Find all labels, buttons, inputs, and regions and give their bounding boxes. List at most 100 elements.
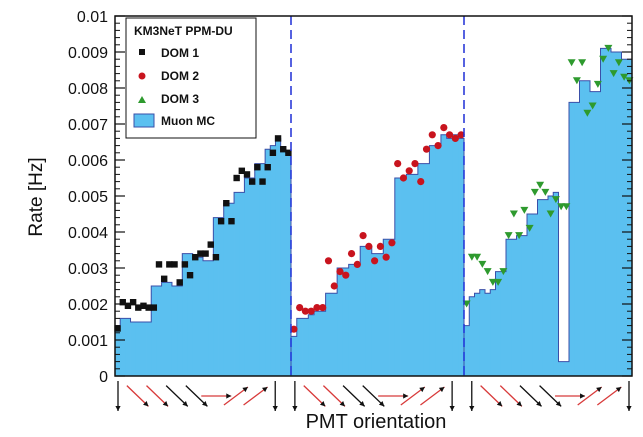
mc-bar: [417, 163, 425, 376]
arrow-head: [419, 387, 425, 393]
dom2-point: [434, 142, 442, 150]
mc-bar: [574, 102, 580, 377]
arrow-head: [272, 406, 278, 411]
mc-bar: [182, 253, 188, 376]
mc-bar: [348, 264, 355, 376]
arrow-shaft: [519, 385, 542, 407]
arrow-head: [226, 393, 232, 399]
mc-bar: [146, 322, 152, 376]
orientation-arrow: [272, 381, 278, 411]
mc-bar: [125, 318, 131, 376]
dom1-point: [145, 304, 152, 311]
mc-bar: [156, 286, 162, 376]
arrow-shaft: [223, 386, 249, 406]
dom1-point: [186, 272, 194, 279]
mc-bar: [171, 286, 178, 376]
mc-bar: [342, 268, 350, 376]
mc-bar: [506, 239, 512, 376]
dom1-point: [223, 200, 230, 207]
dom1-point: [171, 261, 178, 268]
mc-bar: [595, 91, 601, 376]
mc-bar: [563, 361, 570, 376]
dom2-point: [376, 242, 384, 250]
mc-bar: [611, 52, 617, 376]
plot-area: [114, 16, 634, 377]
arrow-shaft: [420, 386, 445, 406]
y-tick-label: 0: [99, 369, 108, 386]
mc-bar: [192, 257, 199, 376]
dom2-point: [342, 271, 350, 279]
mc-bar: [616, 52, 622, 376]
mc-bar: [516, 235, 523, 376]
dom1-point: [238, 167, 246, 174]
arrow-head: [292, 406, 298, 411]
dom2-point: [451, 134, 459, 142]
arrow-head: [438, 387, 445, 393]
dom3-point: [478, 260, 487, 268]
mc-bar: [490, 289, 496, 376]
mc-bar: [151, 286, 157, 376]
dom3-point: [614, 59, 623, 67]
orientation-arrow: [146, 385, 169, 407]
legend-title: KM3NeT PPM-DU: [134, 24, 233, 38]
mc-bar: [412, 174, 419, 376]
arrow-head: [469, 406, 475, 411]
dom2-point: [319, 304, 327, 312]
dom2-point: [428, 131, 436, 139]
mc-bar: [440, 134, 448, 376]
dom2-point: [296, 304, 304, 312]
dom3-point: [604, 44, 613, 52]
arrow-head: [516, 401, 522, 407]
y-tick-label: 0.001: [68, 333, 108, 350]
mc-bar: [285, 152, 292, 376]
dom2-point: [388, 239, 396, 247]
dom3-point: [515, 232, 524, 240]
arrow-head: [403, 393, 409, 399]
mc-bar: [446, 138, 453, 376]
dom3-point: [567, 59, 576, 67]
orientation-arrow: [126, 385, 149, 407]
arrow-head: [555, 401, 562, 407]
y-tick-label: 0.003: [68, 261, 108, 278]
mc-bar: [452, 134, 459, 376]
mc-bar: [383, 239, 390, 376]
dom3-point: [504, 232, 513, 240]
dom3-point: [530, 188, 539, 196]
dom1-point: [160, 275, 168, 282]
mc-bar: [521, 235, 528, 376]
orientation-arrow: [469, 381, 475, 411]
mc-bar: [464, 325, 470, 376]
arrow-head: [596, 387, 602, 393]
mc-bar: [319, 311, 326, 376]
dom3-point: [557, 203, 566, 211]
dom1-point: [155, 261, 163, 268]
dom1-point: [264, 164, 271, 171]
mc-bar: [254, 163, 261, 376]
orientation-arrow: [378, 393, 409, 399]
dom3-point: [593, 80, 602, 88]
dom3-point: [525, 224, 534, 232]
mc-bar: [400, 178, 407, 376]
orientation-arrow: [342, 385, 366, 407]
mc-bar: [474, 293, 481, 376]
mc-bar: [249, 178, 256, 376]
mc-bar: [590, 91, 596, 376]
mc-bar: [469, 296, 475, 376]
arrow-head: [143, 401, 149, 407]
dom2-point: [405, 167, 413, 175]
arrow-head: [378, 401, 385, 407]
mc-bar: [511, 239, 517, 376]
arrow-shaft: [480, 385, 503, 407]
mc-bar: [354, 264, 361, 376]
legend-marker-dom2: [138, 72, 146, 80]
orientation-arrows: [115, 381, 632, 411]
dom1-point: [150, 304, 158, 311]
mc-bar: [244, 178, 250, 376]
arrow-shaft: [577, 386, 603, 406]
y-axis-label: Rate [Hz]: [26, 157, 47, 236]
x-axis-label: PMT orientation: [306, 411, 447, 433]
dom2-point: [313, 304, 321, 312]
mc-bar: [621, 59, 628, 376]
mc-bar: [537, 199, 544, 376]
